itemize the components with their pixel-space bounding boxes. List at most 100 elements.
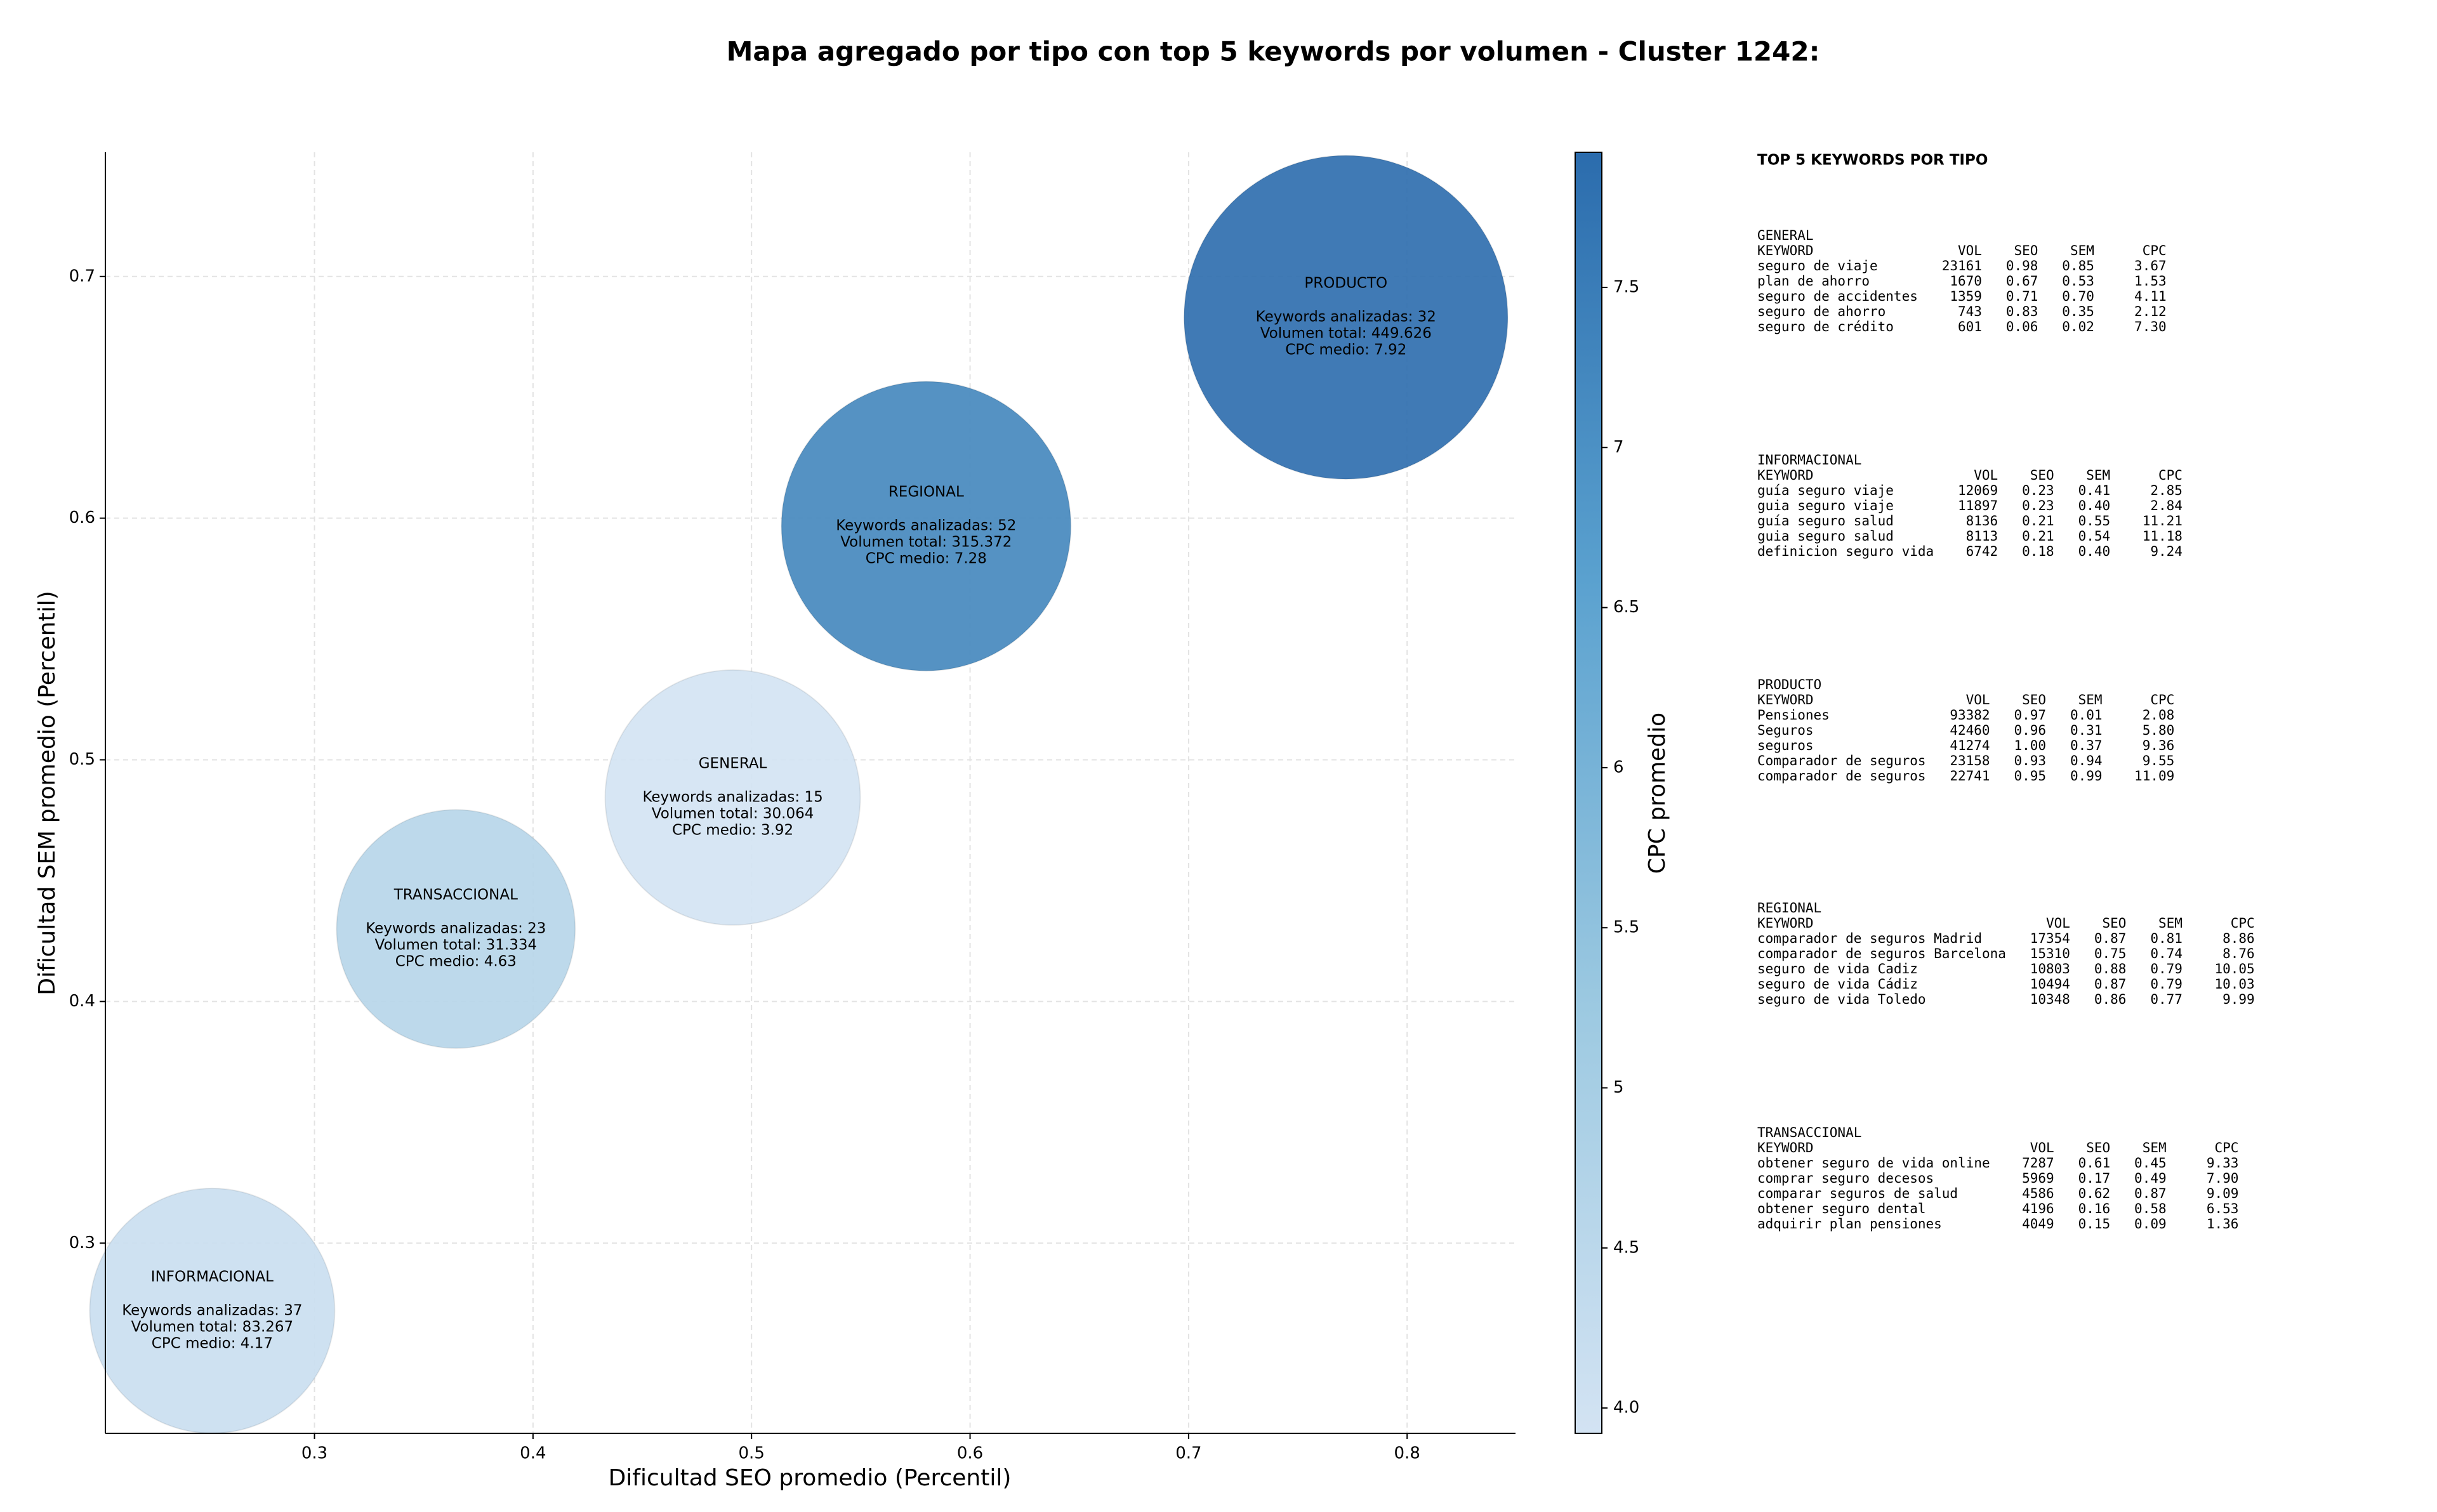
bubble-label: Volumen total: 449.626 bbox=[1260, 325, 1432, 342]
table-cell: Pensiones bbox=[1757, 707, 1830, 723]
table-cell: 1670 bbox=[1950, 273, 1982, 289]
table-cell: seguro de viaje bbox=[1757, 258, 1878, 273]
table-cell: 11.09 bbox=[2134, 768, 2174, 784]
table-cell: 17354 bbox=[2030, 931, 2070, 946]
x-tick-label: 0.5 bbox=[739, 1444, 765, 1463]
colorbar-tick-label: 6.5 bbox=[1613, 598, 1639, 617]
y-axis-label: Dificultad SEM promedio (Percentil) bbox=[34, 591, 60, 996]
table-cell: 0.02 bbox=[2062, 319, 2094, 334]
table-block-title: REGIONAL bbox=[1757, 900, 1821, 916]
y-tick-label: 0.7 bbox=[69, 266, 95, 286]
table-header: VOL bbox=[1966, 692, 1990, 707]
bubble-label: Volumen total: 30.064 bbox=[652, 805, 814, 822]
table-cell: 10.05 bbox=[2214, 961, 2254, 976]
table-cell: 0.16 bbox=[2078, 1201, 2111, 1216]
bubble bbox=[604, 669, 861, 926]
x-axis-label: Dificultad SEO promedio (Percentil) bbox=[609, 1465, 1012, 1491]
table-cell: seguro de crédito bbox=[1757, 319, 1894, 334]
table-block-title: INFORMACIONAL bbox=[1757, 452, 1861, 468]
x-tick-label: 0.3 bbox=[301, 1444, 327, 1463]
table-cell: 5.80 bbox=[2143, 723, 2175, 738]
table-cell: 0.96 bbox=[2014, 723, 2046, 738]
table-cell: 4.11 bbox=[2134, 289, 2167, 304]
table-cell: 0.09 bbox=[2134, 1216, 2167, 1232]
colorbar-tick-label: 7.5 bbox=[1613, 277, 1639, 296]
table-cell: 0.49 bbox=[2134, 1171, 2167, 1186]
bubble-label: CPC medio: 4.63 bbox=[395, 954, 517, 970]
table-header: VOL bbox=[2046, 916, 2070, 931]
table-cell: 1.53 bbox=[2134, 273, 2167, 289]
table-cell: 0.06 bbox=[2006, 319, 2038, 334]
table-header: KEYWORD bbox=[1757, 916, 1814, 931]
table-cell: 0.88 bbox=[2094, 961, 2127, 976]
y-tick-label: 0.6 bbox=[69, 508, 95, 527]
colorbar-tick-label: 6 bbox=[1613, 758, 1624, 777]
table-cell: 9.09 bbox=[2207, 1186, 2239, 1201]
chart-title: Mapa agregado por tipo con top 5 keyword… bbox=[727, 36, 1820, 67]
table-cell: obtener seguro dental bbox=[1757, 1201, 1926, 1216]
table-header: CPC bbox=[2158, 468, 2183, 483]
table-cell: 0.93 bbox=[2014, 753, 2046, 768]
table-header: CPC bbox=[2150, 692, 2174, 707]
table-cell: Comparador de seguros bbox=[1757, 753, 1926, 768]
table-cell: 743 bbox=[1958, 304, 1982, 319]
table-header: SEM bbox=[2078, 692, 2103, 707]
table-cell: 1.36 bbox=[2207, 1216, 2239, 1232]
table-cell: 0.31 bbox=[2070, 723, 2103, 738]
table-cell: 7.30 bbox=[2134, 319, 2167, 334]
bubble bbox=[336, 809, 576, 1049]
table-cell: 5969 bbox=[2022, 1171, 2054, 1186]
table-cell: comparador de seguros bbox=[1757, 768, 1926, 784]
table-cell: 0.53 bbox=[2062, 273, 2094, 289]
table-cell: Seguros bbox=[1757, 723, 1814, 738]
table-cell: 0.61 bbox=[2078, 1155, 2111, 1171]
table-cell: 0.21 bbox=[2022, 529, 2054, 544]
table-cell: 4586 bbox=[2022, 1186, 2054, 1201]
table-cell: adquirir plan pensiones bbox=[1757, 1216, 1942, 1232]
table-header: VOL bbox=[2030, 1140, 2054, 1155]
table-cell: 6742 bbox=[1966, 544, 1998, 559]
table-header: KEYWORD bbox=[1757, 243, 1814, 258]
y-tick-label: 0.5 bbox=[69, 750, 95, 769]
table-cell: comparar seguros de salud bbox=[1757, 1186, 1958, 1201]
bubble-label: Volumen total: 315.372 bbox=[840, 534, 1012, 551]
table-block-title: TRANSACCIONAL bbox=[1757, 1125, 1861, 1140]
table-cell: 10494 bbox=[2030, 976, 2070, 992]
table-cell: guia seguro salud bbox=[1757, 529, 1894, 544]
table-cell: obtener seguro de vida online bbox=[1757, 1155, 1990, 1171]
table-cell: 9.99 bbox=[2222, 992, 2255, 1007]
table-cell: 8.86 bbox=[2222, 931, 2255, 946]
table-cell: 4049 bbox=[2022, 1216, 2054, 1232]
table-cell: comprar seguro decesos bbox=[1757, 1171, 1934, 1186]
y-tick-label: 0.4 bbox=[69, 992, 95, 1011]
colorbar-label: CPC promedio bbox=[1644, 713, 1670, 874]
bubble-label: Keywords analizadas: 37 bbox=[122, 1302, 302, 1318]
table-cell: 0.23 bbox=[2022, 498, 2054, 513]
colorbar-tick-label: 7 bbox=[1613, 438, 1624, 457]
table-cell: 0.21 bbox=[2022, 513, 2054, 529]
table-cell: 12069 bbox=[1958, 483, 1998, 498]
table-cell: seguro de vida Cádiz bbox=[1757, 976, 1918, 992]
bubble-label: Volumen total: 83.267 bbox=[131, 1318, 294, 1335]
table-cell: 0.45 bbox=[2134, 1155, 2167, 1171]
table-cell: 8113 bbox=[1966, 529, 1998, 544]
table-cell: 0.74 bbox=[2150, 946, 2183, 961]
table-cell: 15310 bbox=[2030, 946, 2070, 961]
table-cell: 9.24 bbox=[2150, 544, 2183, 559]
colorbar-tick-label: 5 bbox=[1613, 1078, 1624, 1097]
bubble-label: Keywords analizadas: 23 bbox=[366, 921, 546, 937]
table-cell: 0.83 bbox=[2006, 304, 2038, 319]
table-cell: 0.86 bbox=[2094, 992, 2127, 1007]
table-header: CPC bbox=[2231, 916, 2255, 931]
bubble-label: Keywords analizadas: 15 bbox=[642, 789, 822, 805]
table-cell: seguros bbox=[1757, 738, 1814, 753]
table-cell: 2.12 bbox=[2134, 304, 2167, 319]
colorbar-tick-label: 5.5 bbox=[1613, 918, 1639, 937]
table-cell: 0.85 bbox=[2062, 258, 2094, 273]
table-cell: 41274 bbox=[1950, 738, 1990, 753]
bubble-label: TRANSACCIONAL bbox=[393, 887, 518, 904]
table-cell: 0.87 bbox=[2094, 976, 2127, 992]
table-cell: 1.00 bbox=[2014, 738, 2046, 753]
table-cell: 0.70 bbox=[2062, 289, 2094, 304]
table-cell: 23161 bbox=[1942, 258, 1982, 273]
